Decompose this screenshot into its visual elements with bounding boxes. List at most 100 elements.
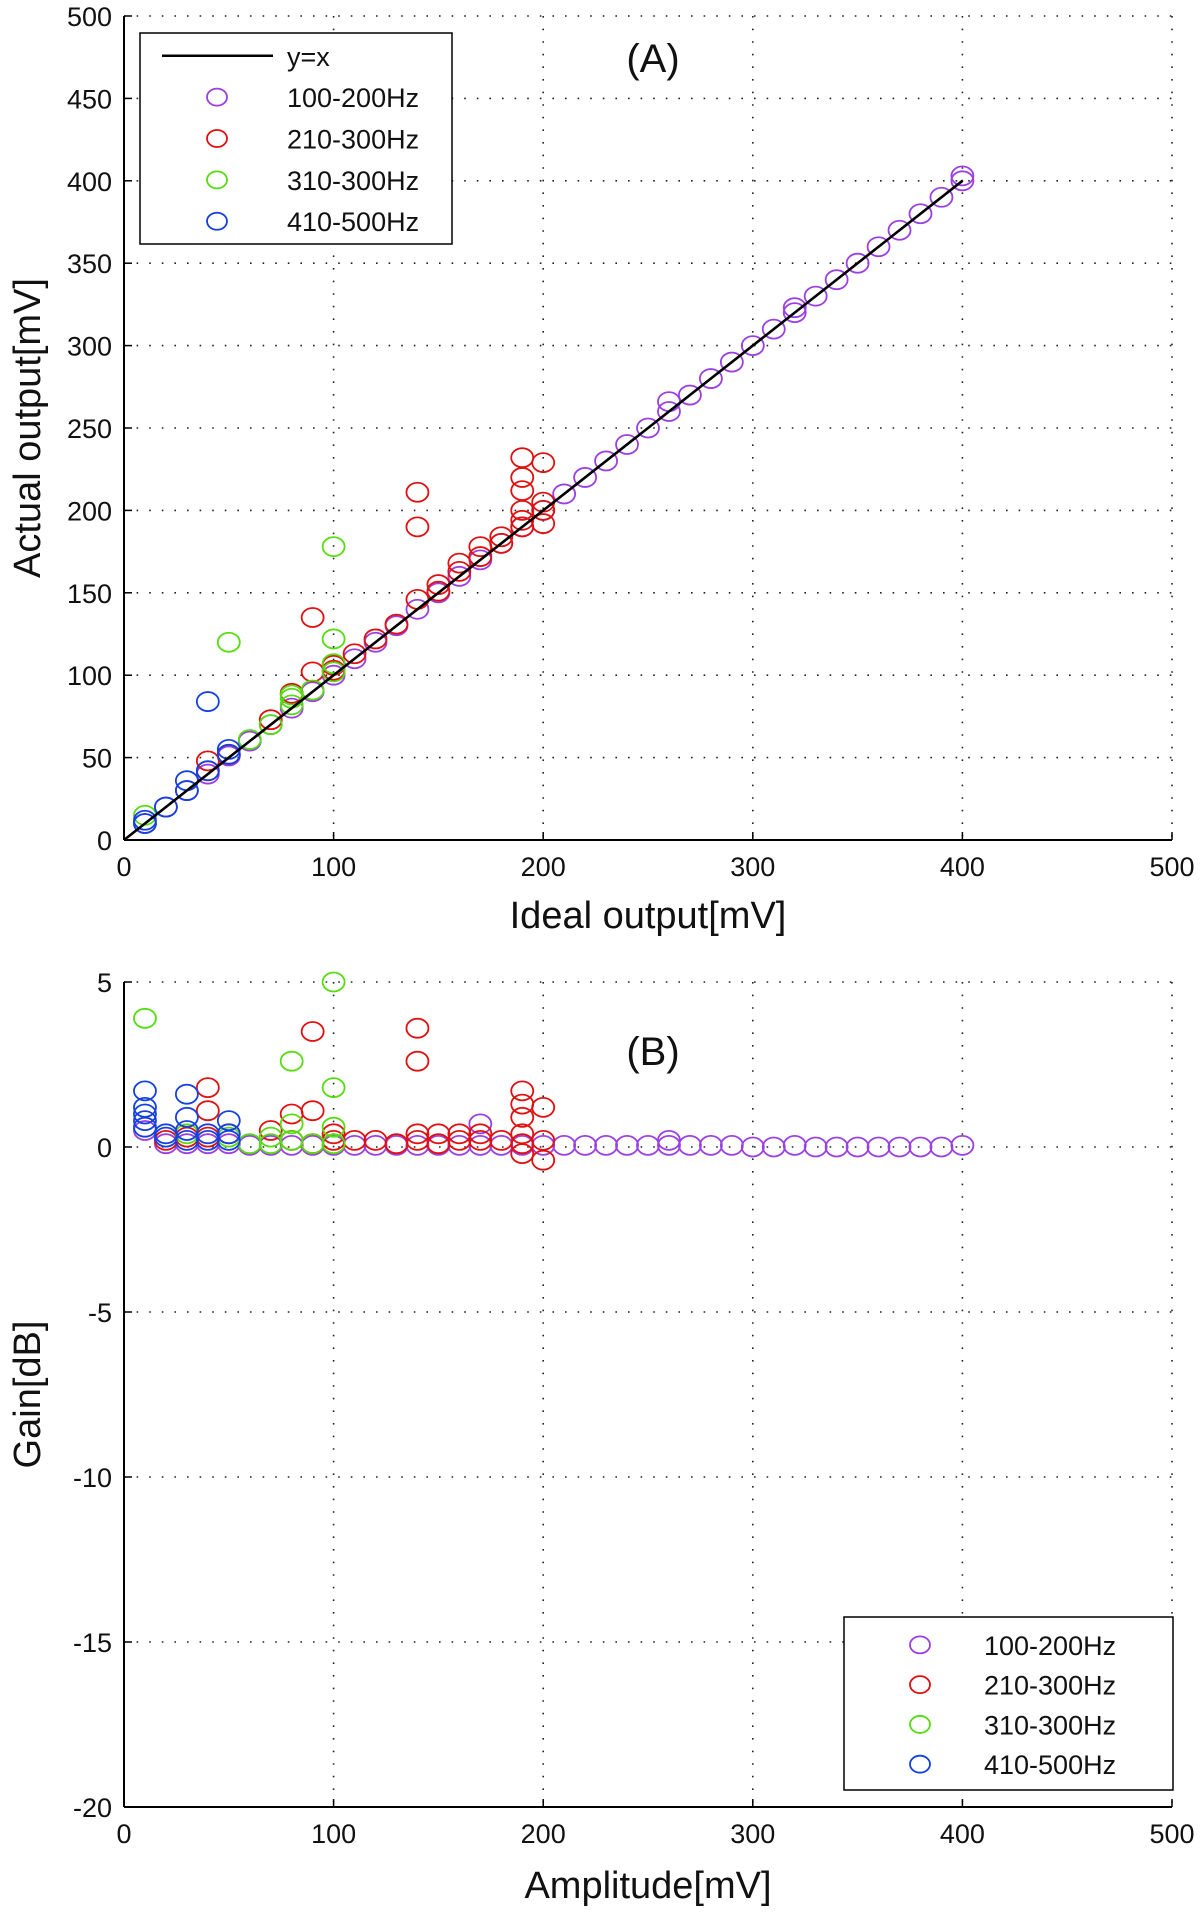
data-point bbox=[384, 613, 409, 635]
x-tick-label: 0 bbox=[116, 852, 131, 882]
data-point bbox=[363, 1130, 388, 1151]
data-point bbox=[195, 750, 220, 772]
legend-label: 410-500Hz bbox=[287, 207, 419, 237]
data-point bbox=[594, 1134, 618, 1156]
data-point bbox=[195, 1130, 220, 1151]
y-tick-label: 100 bbox=[67, 661, 112, 691]
series-410-500Hz bbox=[133, 1080, 241, 1151]
data-point bbox=[195, 691, 220, 712]
data-point bbox=[258, 1120, 283, 1141]
data-point bbox=[636, 1134, 660, 1156]
y-axis-label: Gain[dB] bbox=[7, 1321, 49, 1469]
y-tick-label: 250 bbox=[67, 414, 112, 444]
x-axis-label: Amplitude[mV] bbox=[524, 1865, 771, 1907]
data-point bbox=[678, 384, 702, 406]
data-point bbox=[279, 1050, 304, 1072]
y-tick-label: 0 bbox=[97, 1133, 112, 1163]
legend-label: y=x bbox=[287, 42, 330, 72]
data-point bbox=[531, 1097, 556, 1118]
panel-label: (A) bbox=[626, 37, 679, 81]
data-point bbox=[636, 417, 660, 439]
data-point bbox=[657, 401, 681, 422]
data-point bbox=[321, 1123, 346, 1145]
data-point bbox=[908, 1136, 933, 1158]
data-point bbox=[133, 1103, 157, 1125]
data-point bbox=[405, 1123, 430, 1145]
data-point bbox=[489, 532, 514, 554]
x-axis-label: Ideal output[mV] bbox=[510, 895, 787, 937]
y-tick-label: 300 bbox=[67, 332, 112, 362]
data-point bbox=[321, 661, 346, 683]
data-point bbox=[300, 1021, 325, 1042]
data-point bbox=[510, 447, 535, 469]
data-point bbox=[531, 1149, 556, 1171]
data-point bbox=[342, 1130, 367, 1151]
data-point bbox=[929, 186, 954, 208]
data-point bbox=[405, 1134, 430, 1156]
data-point bbox=[782, 1134, 807, 1156]
data-point bbox=[531, 1130, 556, 1151]
data-point bbox=[300, 661, 325, 683]
data-point bbox=[782, 302, 807, 324]
data-point bbox=[887, 1136, 912, 1158]
data-point bbox=[887, 219, 912, 241]
x-tick-label: 100 bbox=[311, 852, 356, 882]
data-point bbox=[510, 1080, 535, 1102]
data-point bbox=[405, 1017, 430, 1039]
data-point bbox=[279, 1113, 304, 1135]
y-tick-label: -20 bbox=[73, 1793, 112, 1823]
data-point bbox=[950, 165, 975, 187]
data-point bbox=[279, 1134, 304, 1156]
legend-marker bbox=[909, 1675, 931, 1695]
data-point bbox=[740, 335, 765, 357]
data-point bbox=[405, 598, 430, 620]
legend-marker bbox=[909, 1715, 931, 1734]
x-tick-label: 100 bbox=[311, 1819, 356, 1849]
data-point bbox=[321, 653, 346, 675]
data-point bbox=[384, 1133, 409, 1155]
legend-box bbox=[139, 32, 453, 245]
legend-label: 100-200Hz bbox=[984, 1631, 1116, 1661]
data-point bbox=[447, 1123, 472, 1145]
data-point bbox=[133, 1110, 157, 1131]
data-point bbox=[195, 1077, 220, 1098]
data-point bbox=[237, 729, 262, 750]
data-point bbox=[782, 297, 807, 319]
series-410-500Hz bbox=[133, 691, 241, 834]
data-point bbox=[279, 694, 304, 716]
y-tick-label: -5 bbox=[88, 1298, 112, 1328]
data-point bbox=[615, 434, 639, 455]
data-point bbox=[866, 236, 891, 258]
data-point bbox=[531, 452, 556, 474]
legend-marker bbox=[206, 87, 228, 107]
data-point bbox=[216, 631, 241, 653]
data-point bbox=[573, 1134, 598, 1156]
data-point bbox=[510, 1134, 535, 1156]
data-point bbox=[195, 1100, 220, 1122]
y-axis-label: Actual output[mV] bbox=[7, 278, 49, 578]
data-point bbox=[468, 1113, 493, 1135]
data-point bbox=[321, 536, 346, 558]
legend-label: 210-300Hz bbox=[287, 125, 419, 155]
data-point bbox=[321, 1116, 346, 1138]
data-point bbox=[552, 483, 577, 505]
data-point bbox=[258, 714, 283, 736]
data-point bbox=[258, 709, 283, 731]
legend-marker bbox=[206, 170, 228, 190]
data-point bbox=[405, 1050, 430, 1072]
legend-label: 310-300Hz bbox=[287, 166, 419, 196]
data-point bbox=[698, 368, 723, 389]
data-point bbox=[174, 1083, 199, 1105]
x-tick-label: 200 bbox=[521, 1819, 566, 1849]
data-point bbox=[510, 480, 535, 502]
data-point bbox=[258, 1134, 283, 1156]
data-point bbox=[468, 546, 493, 567]
legend-marker bbox=[206, 211, 228, 231]
data-point bbox=[678, 1134, 702, 1156]
data-point bbox=[405, 481, 430, 503]
data-point bbox=[300, 1100, 325, 1122]
legend-box bbox=[843, 1616, 1174, 1791]
data-point bbox=[929, 1136, 954, 1158]
data-point bbox=[279, 682, 304, 704]
